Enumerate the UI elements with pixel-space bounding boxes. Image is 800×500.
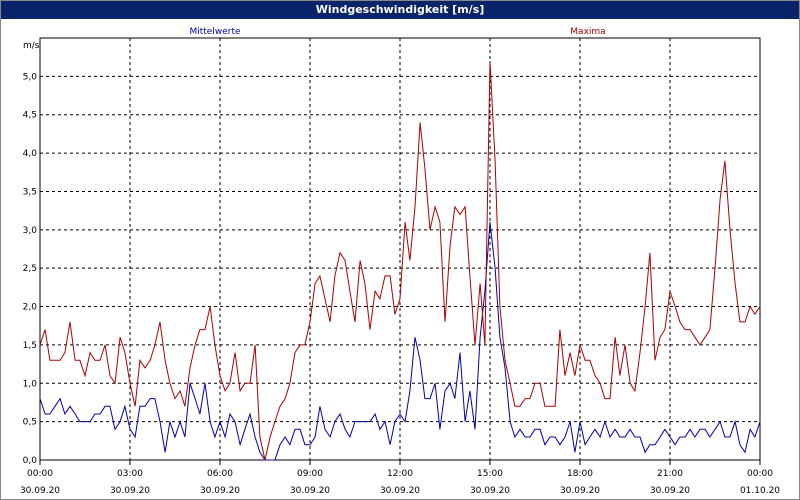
y-axis-unit: m/s [23, 41, 40, 51]
axes [39, 37, 761, 465]
series-line-maxima [39, 60, 761, 461]
x-tick-date: 30.09.20 [20, 486, 60, 496]
x-tick-time: 18:00 [567, 469, 593, 479]
legend-mittelwerte: Mittelwerte [189, 27, 240, 37]
x-tick-time: 00:00 [747, 469, 773, 479]
x-tick-date: 30.09.20 [200, 486, 240, 496]
x-tick-date: 30.09.20 [650, 486, 690, 496]
chart-title: Windgeschwindigkeit [m/s] [1, 1, 799, 19]
y-tick-label: 5,0 [23, 72, 38, 82]
x-tick-time: 12:00 [387, 469, 413, 479]
x-tick-date: 30.09.20 [110, 486, 150, 496]
y-tick-label: 1,0 [23, 379, 38, 389]
grid [40, 38, 760, 461]
x-tick-time: 09:00 [297, 469, 323, 479]
series-lines [39, 60, 761, 461]
y-tick-label: 4,5 [23, 111, 37, 121]
y-tick-label: 2,5 [23, 264, 37, 274]
legend-maxima: Maxima [570, 27, 605, 37]
x-tick-date: 01.10.20 [740, 486, 780, 496]
x-tick-date: 30.09.20 [470, 486, 510, 496]
y-tick-label: 3,0 [23, 226, 38, 236]
x-tick-time: 06:00 [207, 469, 233, 479]
y-tick-label: 0,5 [23, 418, 37, 428]
y-tick-label: 1,5 [23, 341, 37, 351]
y-tick-label: 0,0 [23, 456, 38, 466]
x-tick-date: 30.09.20 [560, 486, 600, 496]
y-tick-label: 2,0 [23, 303, 38, 313]
tick-labels: 0,0 0,5 1,0 1,5 2,0 2,5 3,0 3,5 4,0 4,5 5,0 00:00 30… [20, 72, 780, 496]
x-tick-date: 30.09.20 [290, 486, 330, 496]
x-tick-time: 00:00 [27, 469, 53, 479]
x-tick-time: 03:00 [117, 469, 143, 479]
series-line-mittelwerte [39, 222, 761, 461]
y-tick-label: 4,0 [23, 149, 38, 159]
x-tick-date: 30.09.20 [380, 486, 420, 496]
x-tick-time: 21:00 [657, 469, 683, 479]
x-tick-time: 15:00 [477, 469, 503, 479]
y-tick-label: 3,5 [23, 187, 37, 197]
